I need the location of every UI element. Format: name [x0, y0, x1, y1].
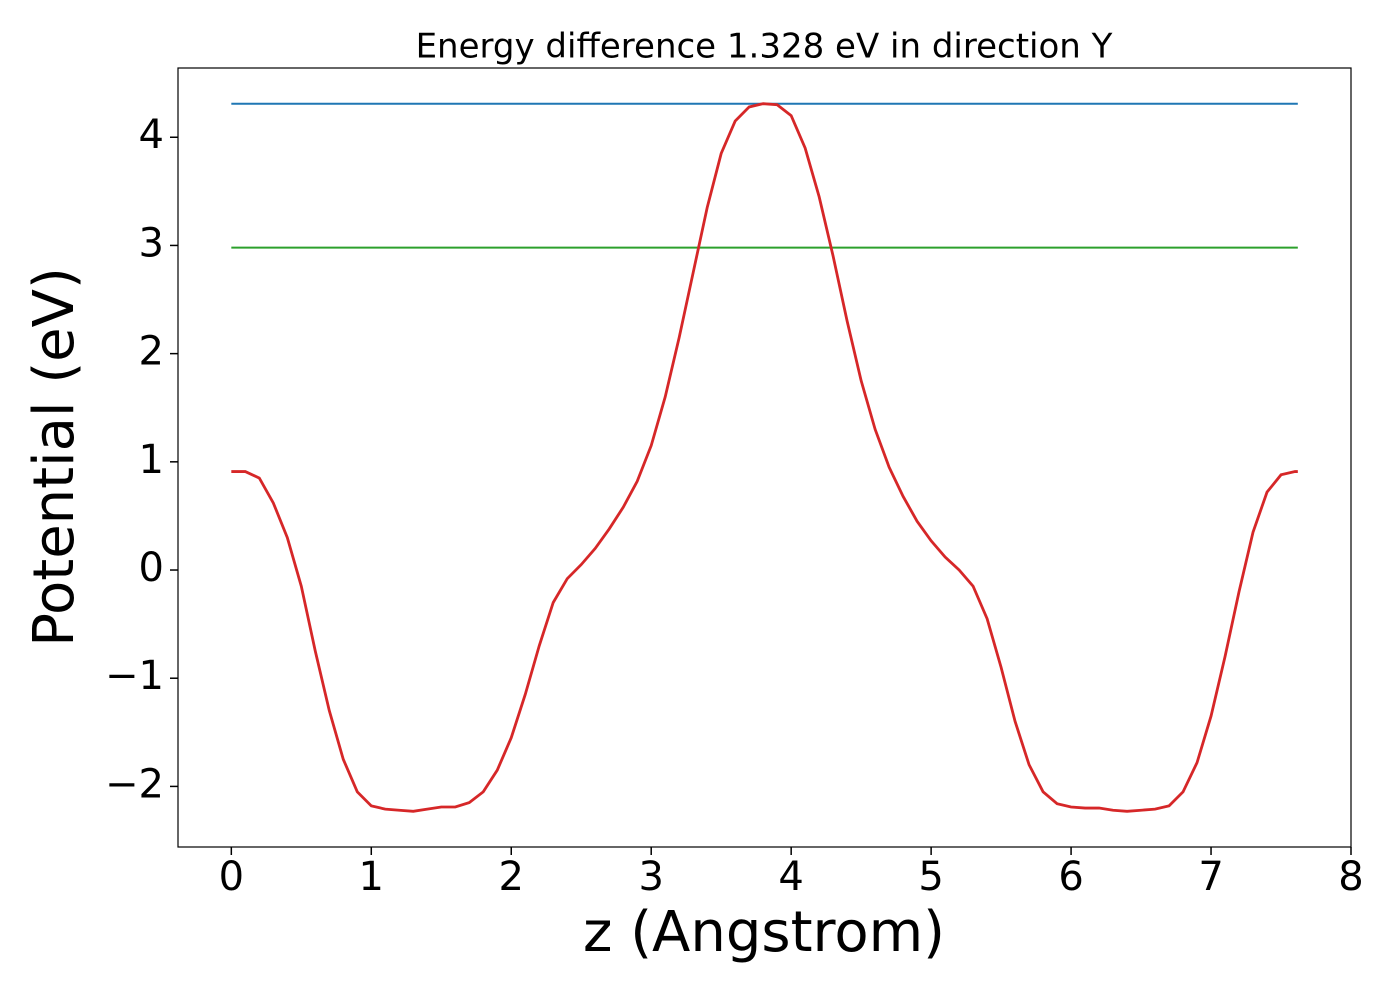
x-tick-label: 8 — [1338, 854, 1363, 900]
x-tick-label: 6 — [1058, 854, 1083, 900]
y-tick-label: 3 — [139, 220, 164, 266]
x-axis-label: z (Angstrom) — [583, 900, 945, 965]
x-tick-label: 7 — [1198, 854, 1223, 900]
chart-title: Energy difference 1.328 eV in direction … — [416, 27, 1113, 67]
y-tick-label: −2 — [105, 761, 164, 807]
y-tick-label: 2 — [139, 329, 164, 375]
plot-frame — [177, 67, 1352, 848]
x-tick-label: 0 — [219, 854, 244, 900]
y-tick-label: 0 — [139, 545, 164, 591]
x-tick-label: 2 — [499, 854, 524, 900]
line-series — [231, 102, 1298, 813]
y-tick-label: 1 — [139, 437, 164, 483]
x-tick-label: 3 — [638, 854, 663, 900]
x-tick-label: 1 — [359, 854, 384, 900]
x-tick-label: 4 — [778, 854, 803, 900]
x-tick-label: 5 — [918, 854, 943, 900]
y-tick-label: 4 — [139, 112, 164, 158]
y-axis-label: Potential (eV) — [22, 267, 87, 647]
y-tick-label: −1 — [105, 653, 164, 699]
